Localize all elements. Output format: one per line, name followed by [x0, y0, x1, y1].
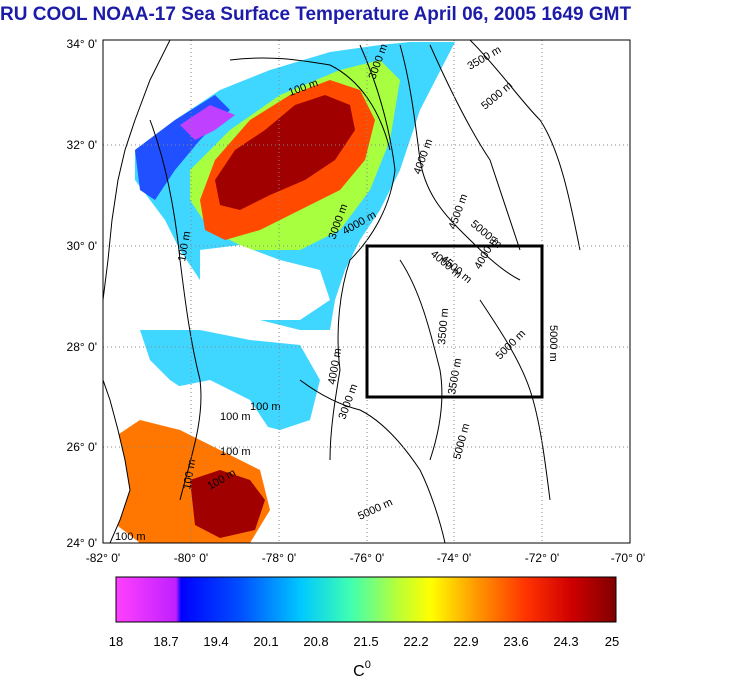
contour-3000m: [329, 44, 396, 461]
lon-label: -70° 0': [611, 551, 645, 565]
lat-label: 24° 0': [67, 536, 97, 550]
unit-letter: C: [353, 663, 365, 680]
contour-5000m-b: [399, 259, 443, 461]
contour-label: 100 m: [220, 411, 251, 423]
colorbar-tick-label: 25: [605, 634, 619, 649]
contour-5000m-c: [479, 299, 551, 501]
sst-swath-south-cool: [140, 330, 320, 430]
contour-5000m: [469, 40, 581, 251]
colorbar-tick-label: 18: [109, 634, 123, 649]
colorbar-tick-label: 24.3: [553, 634, 578, 649]
contour-label: 100 m: [250, 401, 281, 413]
lat-label: 32° 0': [67, 138, 97, 152]
cloud-gap-1: [200, 245, 330, 320]
lon-label: -72° 0': [525, 551, 559, 565]
lat-label: 26° 0': [67, 440, 97, 454]
colorbar-tick-label: 22.2: [403, 634, 428, 649]
contour-100m: [149, 119, 202, 501]
lon-label: -76° 0': [350, 551, 384, 565]
colorbar-tick-label: 18.7: [153, 634, 178, 649]
colorbar-tick-label: 22.9: [453, 634, 478, 649]
contour-shelf-edge: [229, 57, 391, 151]
contour-label: 3500 m: [436, 308, 451, 346]
lon-label: -82° 0': [86, 551, 120, 565]
contour-4500m: [429, 44, 521, 251]
sst-swath-south-hot: [190, 470, 265, 538]
lat-label: 34° 0': [67, 37, 97, 51]
cloud-gap-3: [120, 220, 180, 280]
florida-peninsula: [103, 379, 131, 543]
colorbar-tick-label: 20.1: [253, 634, 278, 649]
colorbar-tick-label: 23.6: [503, 634, 528, 649]
sst-swath-violet: [180, 105, 235, 140]
lon-label: -74° 0': [437, 551, 471, 565]
colorbar: [115, 576, 617, 623]
contour-label: 100 m: [176, 230, 193, 262]
colorbar-unit: C0: [353, 659, 371, 680]
lon-label: -78° 0': [262, 551, 296, 565]
lon-label: -80° 0': [174, 551, 208, 565]
land-mass: [103, 40, 171, 301]
contour-label: 100 m: [220, 446, 251, 458]
map-frame: [102, 39, 631, 544]
latitude-axis: 34° 0' 32° 0' 30° 0' 28° 0' 26° 0' 24° 0…: [67, 37, 97, 550]
contour-label: 100 m: [115, 531, 146, 543]
sst-imagery: [103, 40, 455, 543]
longitude-axis: -82° 0' -80° 0' -78° 0' -76° 0' -74° 0' …: [86, 551, 645, 565]
contour-4000m: [399, 44, 521, 281]
study-area-box: [365, 244, 544, 399]
colorbar-tick-label: 20.8: [303, 634, 328, 649]
sst-swath-hot-core: [215, 95, 355, 210]
colorbar-tick-label: 19.4: [203, 634, 228, 649]
contour-label: 5000 m: [547, 325, 559, 362]
lat-label: 30° 0': [67, 239, 97, 253]
bathymetry-contours: [149, 40, 581, 543]
colorbar-ticks: 18 18.7 19.4 20.1 20.8 21.5 22.2 22.9 23…: [109, 634, 619, 649]
cloud-gap-2: [160, 380, 270, 445]
unit-superscript: 0: [365, 659, 371, 671]
contour-label: 100 m: [181, 458, 198, 490]
map-title: RU COOL NOAA-17 Sea Surface Temperature …: [0, 4, 632, 25]
contour-bahamas: [299, 379, 446, 543]
lat-label: 28° 0': [67, 340, 97, 354]
colorbar-tick-label: 21.5: [353, 634, 378, 649]
